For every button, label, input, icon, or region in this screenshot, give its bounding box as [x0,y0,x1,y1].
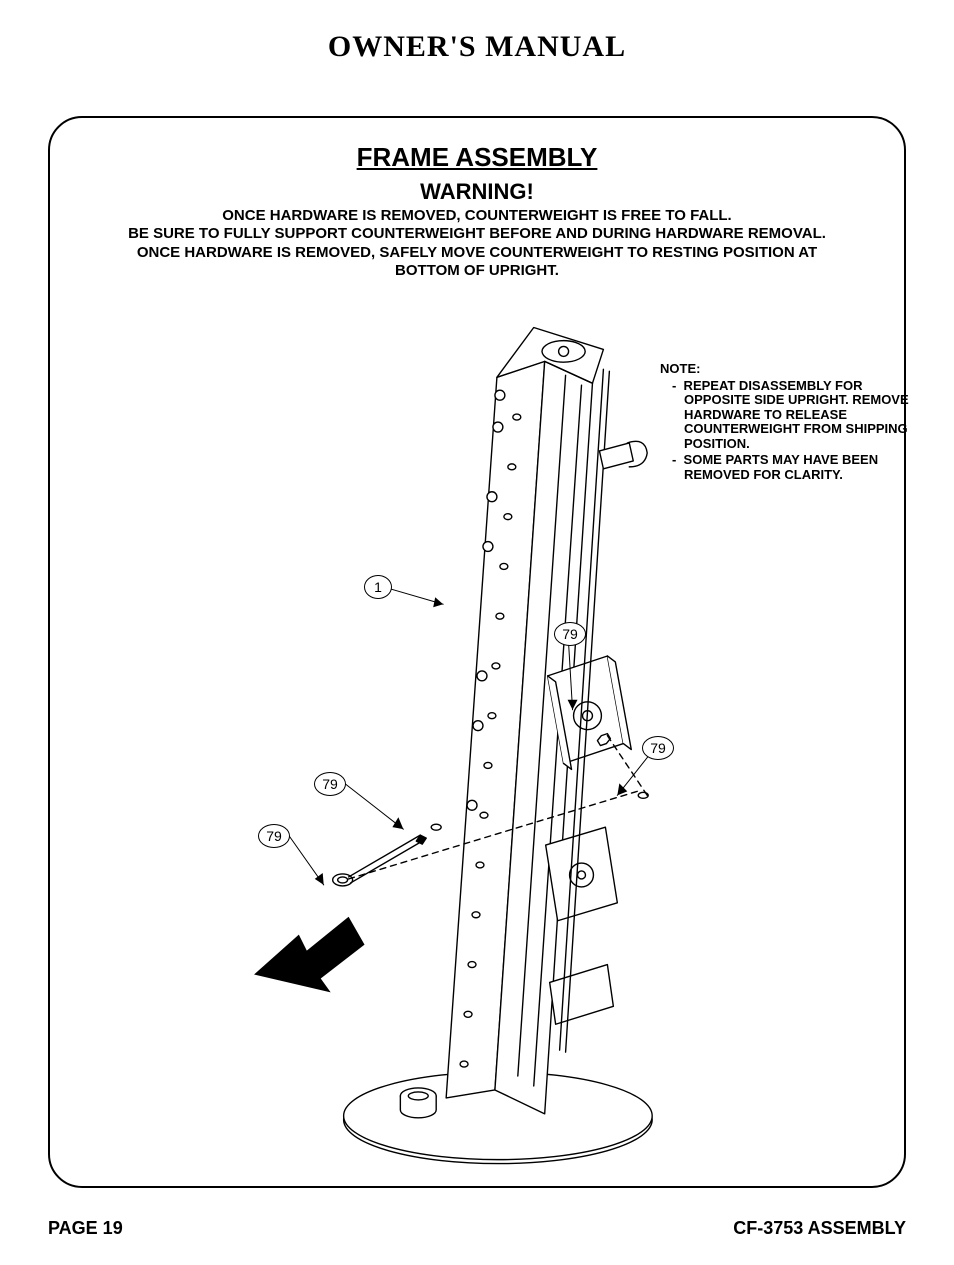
warning-line: BE SURE TO FULLY SUPPORT COUNTERWEIGHT B… [128,225,826,242]
note-item: - SOME PARTS MAY HAVE BEEN REMOVED FOR C… [672,453,922,482]
warning-line: BOTTOM OF UPRIGHT. [395,262,559,279]
page-number: PAGE 19 [48,1218,123,1239]
page-title: OWNER'S MANUAL [0,30,954,64]
warning-line: ONCE HARDWARE IS REMOVED, SAFELY MOVE CO… [137,244,817,261]
page-footer: PAGE 19 CF-3753 ASSEMBLY [48,1218,906,1239]
warning-text: ONCE HARDWARE IS REMOVED, COUNTERWEIGHT … [90,207,864,280]
callout-79: 79 [258,824,290,848]
callout-1: 1 [364,575,392,599]
note-label: NOTE: [660,362,922,377]
warning-line: ONCE HARDWARE IS REMOVED, COUNTERWEIGHT … [222,207,731,224]
warning-label: WARNING! [50,179,904,205]
content-frame: FRAME ASSEMBLY WARNING! ONCE HARDWARE IS… [48,116,906,1188]
assembly-code: CF-3753 ASSEMBLY [733,1218,906,1239]
callout-79: 79 [642,736,674,760]
note-block: NOTE: - REPEAT DISASSEMBLY FOR OPPOSITE … [660,362,922,484]
callout-79: 79 [554,622,586,646]
section-title: FRAME ASSEMBLY [50,142,904,173]
note-item: - REPEAT DISASSEMBLY FOR OPPOSITE SIDE U… [672,379,922,452]
callout-79: 79 [314,772,346,796]
